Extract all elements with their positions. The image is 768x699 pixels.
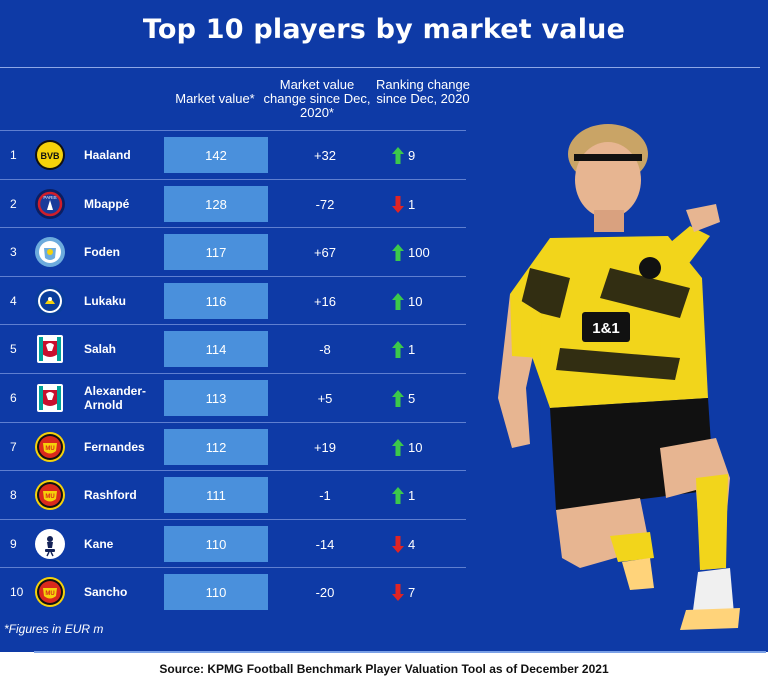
ranking-change-cell: 7 bbox=[408, 584, 416, 600]
club-crest-icon: BVB bbox=[34, 139, 66, 171]
ranking-change-cell: 1 bbox=[408, 196, 416, 212]
ranking-change-cell: 9 bbox=[408, 147, 416, 163]
table-row: 7 MU Fernandes 112 +19 10 bbox=[0, 422, 466, 470]
player-name: Sancho bbox=[84, 585, 128, 599]
club-crest-icon bbox=[34, 382, 66, 414]
market-value-cell: 117 bbox=[164, 234, 268, 270]
player-photo: 1&1 bbox=[498, 124, 740, 630]
arrow-up-icon bbox=[392, 390, 404, 407]
ranking-change-cell: 1 bbox=[408, 341, 416, 357]
svg-text:MU: MU bbox=[45, 446, 54, 452]
table-row: 1 BVB Haaland 142 +32 9 bbox=[0, 130, 466, 178]
market-value-change-cell: -1 bbox=[319, 487, 331, 503]
player-name: Rashford bbox=[84, 488, 137, 502]
arrow-down-icon bbox=[392, 584, 404, 601]
table-row: 9 Kane 110 -14 4 bbox=[0, 519, 466, 567]
svg-text:MU: MU bbox=[45, 494, 54, 500]
table-row: 3 Foden 117 +67 100 bbox=[0, 227, 466, 275]
market-value-cell: 113 bbox=[164, 380, 268, 416]
club-crest-icon bbox=[34, 285, 66, 317]
svg-text:PARIS: PARIS bbox=[43, 195, 56, 200]
source-note: Source: KPMG Football Benchmark Player V… bbox=[159, 662, 609, 676]
market-value-change-cell: -20 bbox=[315, 584, 335, 600]
market-value-change-cell: +19 bbox=[313, 439, 337, 455]
market-value-change-cell: -14 bbox=[315, 536, 335, 552]
market-value-change-cell: -72 bbox=[315, 196, 335, 212]
chart-title: Top 10 players by market value bbox=[142, 14, 626, 45]
svg-text:MU: MU bbox=[45, 591, 54, 597]
player-name: Alexander-Arnold bbox=[84, 384, 147, 412]
player-name: Kane bbox=[84, 537, 114, 551]
market-value-change-cell: +16 bbox=[313, 293, 337, 309]
player-name: Salah bbox=[84, 342, 117, 356]
ranking-change-cell: 1 bbox=[408, 487, 416, 503]
rank-number: 1 bbox=[10, 148, 17, 162]
market-value-change-cell: +67 bbox=[313, 244, 337, 260]
player-name: Haaland bbox=[84, 148, 131, 162]
player-name: Foden bbox=[84, 245, 120, 259]
bottom-divider bbox=[34, 651, 766, 653]
arrow-up-icon bbox=[392, 147, 404, 164]
arrow-up-icon bbox=[392, 341, 404, 358]
player-name: Mbappé bbox=[84, 197, 130, 211]
rank-number: 6 bbox=[10, 391, 17, 405]
table-row: 5 Salah 114 -8 1 bbox=[0, 324, 466, 372]
arrow-up-icon bbox=[392, 293, 404, 310]
ranking-change-cell: 10 bbox=[408, 293, 423, 309]
table-row: 8 MU Rashford 111 -1 1 bbox=[0, 470, 466, 518]
rank-number: 8 bbox=[10, 488, 17, 502]
table-row: 10 MU Sancho 110 -20 7 bbox=[0, 567, 466, 615]
header-market-value: Market value* bbox=[175, 91, 255, 106]
ranking-change-cell: 100 bbox=[408, 244, 430, 260]
title-divider bbox=[0, 67, 760, 68]
table-row: 4 Lukaku 116 +16 10 bbox=[0, 276, 466, 324]
table-row: 6 Alexander-Arnold 113 +5 5 bbox=[0, 373, 466, 421]
rank-number: 5 bbox=[10, 342, 17, 356]
header-market-value-change: Market value change since Dec, 2020* bbox=[263, 77, 371, 120]
shirt-sponsor: 1&1 bbox=[592, 320, 620, 337]
ranking-change-cell: 10 bbox=[408, 439, 423, 455]
arrow-down-icon bbox=[392, 196, 404, 213]
rank-number: 7 bbox=[10, 440, 17, 454]
market-value-cell: 111 bbox=[164, 477, 268, 513]
arrow-up-icon bbox=[392, 439, 404, 456]
market-value-cell: 116 bbox=[164, 283, 268, 319]
market-value-cell: 128 bbox=[164, 186, 268, 222]
market-value-cell: 110 bbox=[164, 526, 268, 562]
market-value-change-cell: +5 bbox=[317, 390, 333, 406]
rank-number: 2 bbox=[10, 197, 17, 211]
svg-text:BVB: BVB bbox=[40, 151, 60, 161]
market-value-change-cell: +32 bbox=[313, 147, 337, 163]
table-row: 2 PARIS Mbappé 128 -72 1 bbox=[0, 179, 466, 227]
market-value-cell: 112 bbox=[164, 429, 268, 465]
player-name: Lukaku bbox=[84, 294, 127, 308]
player-name: Fernandes bbox=[84, 440, 145, 454]
club-crest-icon: MU bbox=[34, 431, 66, 463]
arrow-up-icon bbox=[392, 487, 404, 504]
ranking-change-cell: 5 bbox=[408, 390, 416, 406]
club-crest-icon bbox=[34, 528, 66, 560]
rank-number: 9 bbox=[10, 537, 17, 551]
club-crest-icon bbox=[34, 333, 66, 365]
header-ranking-change: Ranking change since Dec, 2020 bbox=[376, 77, 470, 106]
market-value-change-cell: -8 bbox=[319, 341, 331, 357]
club-crest-icon: PARIS bbox=[34, 188, 66, 220]
club-crest-icon: MU bbox=[34, 479, 66, 511]
infographic-board: Top 10 players by market value Market va… bbox=[0, 0, 768, 652]
market-value-cell: 110 bbox=[164, 574, 268, 610]
arrow-up-icon bbox=[392, 244, 404, 261]
club-crest-icon: MU bbox=[34, 576, 66, 608]
rank-number: 10 bbox=[10, 585, 24, 599]
club-crest-icon bbox=[34, 236, 66, 268]
market-value-cell: 142 bbox=[164, 137, 268, 173]
arrow-down-icon bbox=[392, 536, 404, 553]
rank-number: 3 bbox=[10, 245, 17, 259]
rank-number: 4 bbox=[10, 294, 17, 308]
ranking-change-cell: 4 bbox=[408, 536, 416, 552]
market-value-cell: 114 bbox=[164, 331, 268, 367]
footnote: *Figures in EUR m bbox=[4, 622, 104, 636]
